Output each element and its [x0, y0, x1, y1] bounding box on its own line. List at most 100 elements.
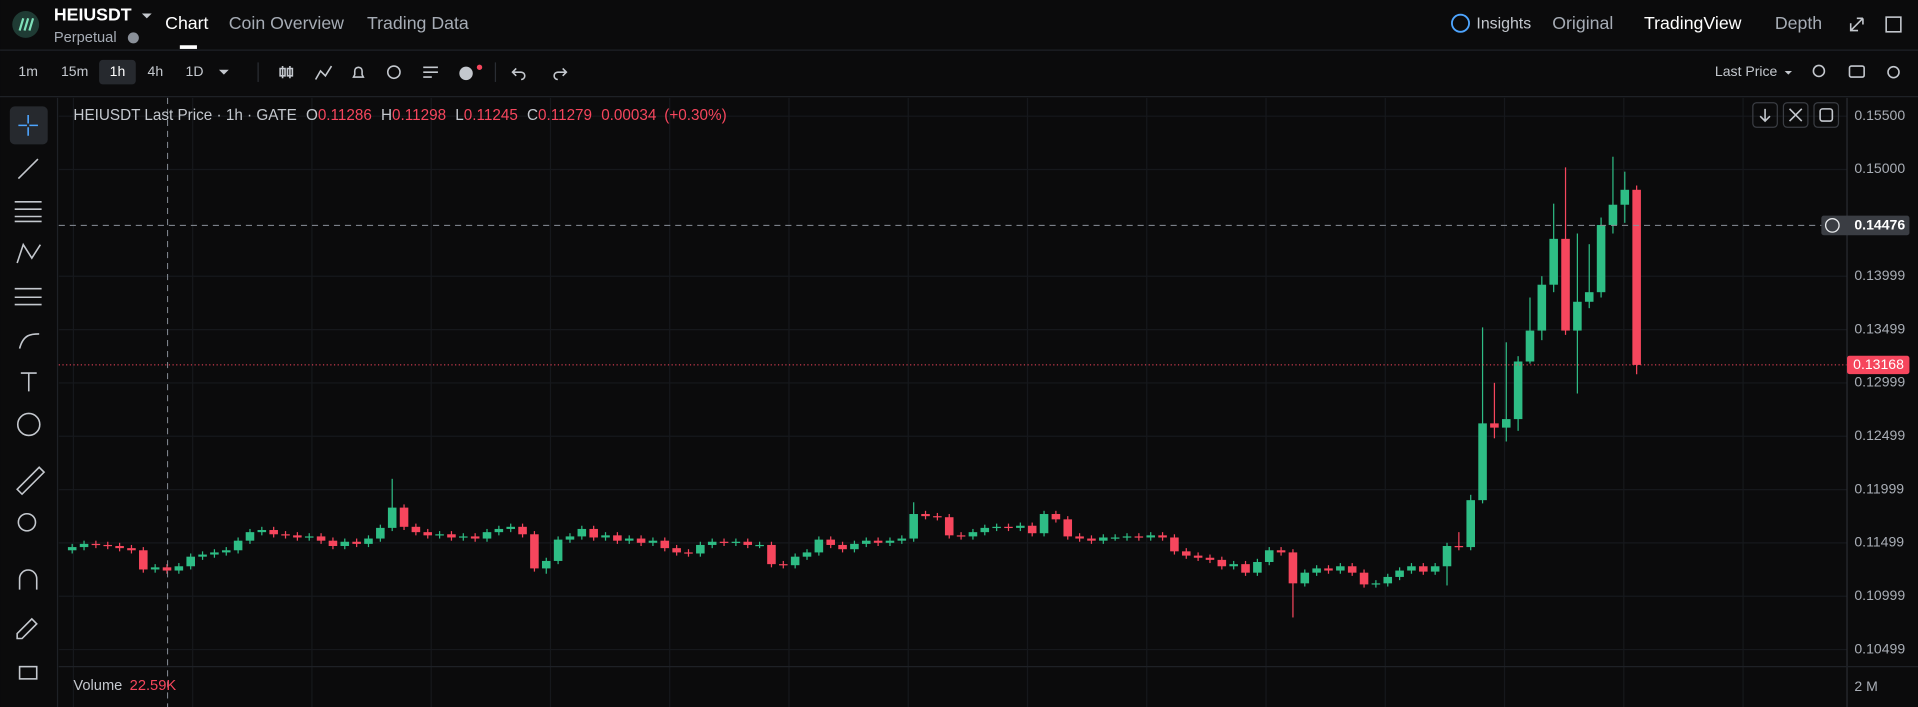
- candle-body: [150, 567, 160, 570]
- add-icon[interactable]: [459, 66, 473, 81]
- magnet-tool[interactable]: [18, 569, 38, 590]
- tool-selected: [9, 106, 48, 145]
- drawing-tools: [9, 97, 59, 707]
- menu-item[interactable]: Insights: [1476, 16, 1531, 33]
- candle-body: [245, 532, 255, 541]
- candle-body: [470, 536, 480, 539]
- candle-body: [1347, 566, 1357, 573]
- chart-controls: [1752, 102, 1840, 128]
- menu-item[interactable]: TradingView: [1644, 13, 1742, 33]
- candle-body: [459, 536, 468, 538]
- candle-body: [1229, 564, 1238, 567]
- candle-body: [1264, 550, 1274, 563]
- collapse-icon[interactable]: [1849, 17, 1864, 32]
- template-icon[interactable]: [423, 66, 438, 78]
- text-tool[interactable]: [20, 372, 37, 392]
- indicator-icon[interactable]: [314, 65, 333, 80]
- candle-body: [1490, 423, 1499, 428]
- candle-body: [1110, 537, 1120, 539]
- pattern-tool[interactable]: [16, 242, 42, 264]
- candle-body: [553, 539, 563, 561]
- fib-tool[interactable]: [14, 201, 42, 223]
- field-value: 0.11279: [538, 107, 592, 124]
- volume-label: Volume: [73, 678, 122, 694]
- candle-body: [352, 541, 361, 544]
- insights-icon[interactable]: [1451, 13, 1470, 33]
- add-order-icon[interactable]: [1824, 218, 1840, 233]
- lock-tool[interactable]: [18, 665, 38, 680]
- tab[interactable]: Coin Overview: [229, 13, 344, 33]
- candle-body: [399, 507, 409, 527]
- control-icon: [1819, 108, 1834, 122]
- candle-type-icon[interactable]: [279, 66, 294, 79]
- candle-body: [648, 540, 658, 543]
- candle-body: [328, 540, 338, 547]
- ruler-tool[interactable]: [16, 466, 46, 496]
- candle-body: [802, 552, 812, 557]
- price-type[interactable]: Last Price: [1715, 63, 1778, 79]
- volume-pane: Volume 22.59K 2 M: [58, 666, 1918, 694]
- control[interactable]: [1752, 102, 1778, 128]
- replay-icon[interactable]: [386, 65, 401, 80]
- candle-body: [1596, 224, 1606, 293]
- interval[interactable]: 1m: [18, 63, 38, 79]
- settings-icon[interactable]: [1887, 65, 1900, 79]
- zoom-tool[interactable]: [17, 512, 37, 532]
- menu-item[interactable]: Depth: [1775, 13, 1822, 33]
- undo-icon[interactable]: [511, 67, 526, 81]
- candle-body: [1525, 330, 1535, 362]
- header: HEIUSDT Perpetual Chart Coin Overview Tr…: [0, 5, 1918, 51]
- search-icon[interactable]: [1812, 64, 1826, 78]
- candle-body: [624, 538, 634, 541]
- candle-body: [933, 516, 942, 518]
- toolbar: 1m 15m 1h 4h 1D Last Price: [0, 59, 1918, 98]
- candle-body: [1419, 566, 1428, 572]
- interval[interactable]: 4h: [148, 63, 164, 79]
- crosshair-tool[interactable]: [18, 114, 38, 136]
- tab[interactable]: Trading Data: [367, 13, 469, 33]
- projection-tool[interactable]: [14, 287, 42, 306]
- symbol-caret[interactable]: [141, 13, 152, 19]
- interval[interactable]: 1D: [186, 63, 204, 79]
- info-icon[interactable]: [127, 32, 139, 44]
- alert-icon[interactable]: [352, 66, 365, 78]
- field-label: L: [455, 107, 463, 124]
- candle-body: [518, 526, 527, 535]
- plot: [58, 97, 1848, 707]
- candle-body: [980, 527, 990, 533]
- menu-item[interactable]: Original: [1552, 13, 1613, 33]
- lock-draw-tool[interactable]: [16, 617, 38, 640]
- y-tick-label: 0.15000: [1854, 160, 1905, 176]
- symbol[interactable]: HEIUSDT: [54, 5, 132, 25]
- price-type-caret[interactable]: [1784, 70, 1792, 75]
- candle-body: [684, 552, 693, 554]
- candle-body: [1336, 566, 1345, 571]
- interval-caret[interactable]: [218, 69, 229, 75]
- line-tool[interactable]: [17, 158, 39, 180]
- candle-body: [589, 528, 598, 538]
- tab[interactable]: Chart: [165, 13, 208, 33]
- control[interactable]: [1782, 102, 1809, 128]
- interval[interactable]: 15m: [61, 63, 88, 79]
- control[interactable]: [1813, 102, 1840, 128]
- candle-body: [376, 527, 385, 539]
- candle-body: [1561, 238, 1570, 331]
- candle-body: [530, 534, 539, 569]
- emoji-tool[interactable]: [16, 412, 41, 437]
- candle-body: [707, 541, 717, 545]
- candle-body: [921, 514, 930, 517]
- interval-selected: [99, 59, 136, 85]
- candle-body: [423, 532, 433, 536]
- candle-body: [1359, 572, 1369, 585]
- redo-icon[interactable]: [553, 67, 568, 81]
- candle-body: [1324, 568, 1333, 571]
- brush-tool[interactable]: [18, 333, 40, 349]
- candle-body: [1276, 550, 1286, 553]
- candle-body: [660, 540, 670, 549]
- candle-body: [909, 514, 918, 539]
- interval[interactable]: 1h: [110, 63, 126, 79]
- fullscreen-icon[interactable]: [1885, 16, 1902, 33]
- screenshot-icon[interactable]: [1848, 65, 1865, 78]
- candle-body: [1205, 557, 1215, 560]
